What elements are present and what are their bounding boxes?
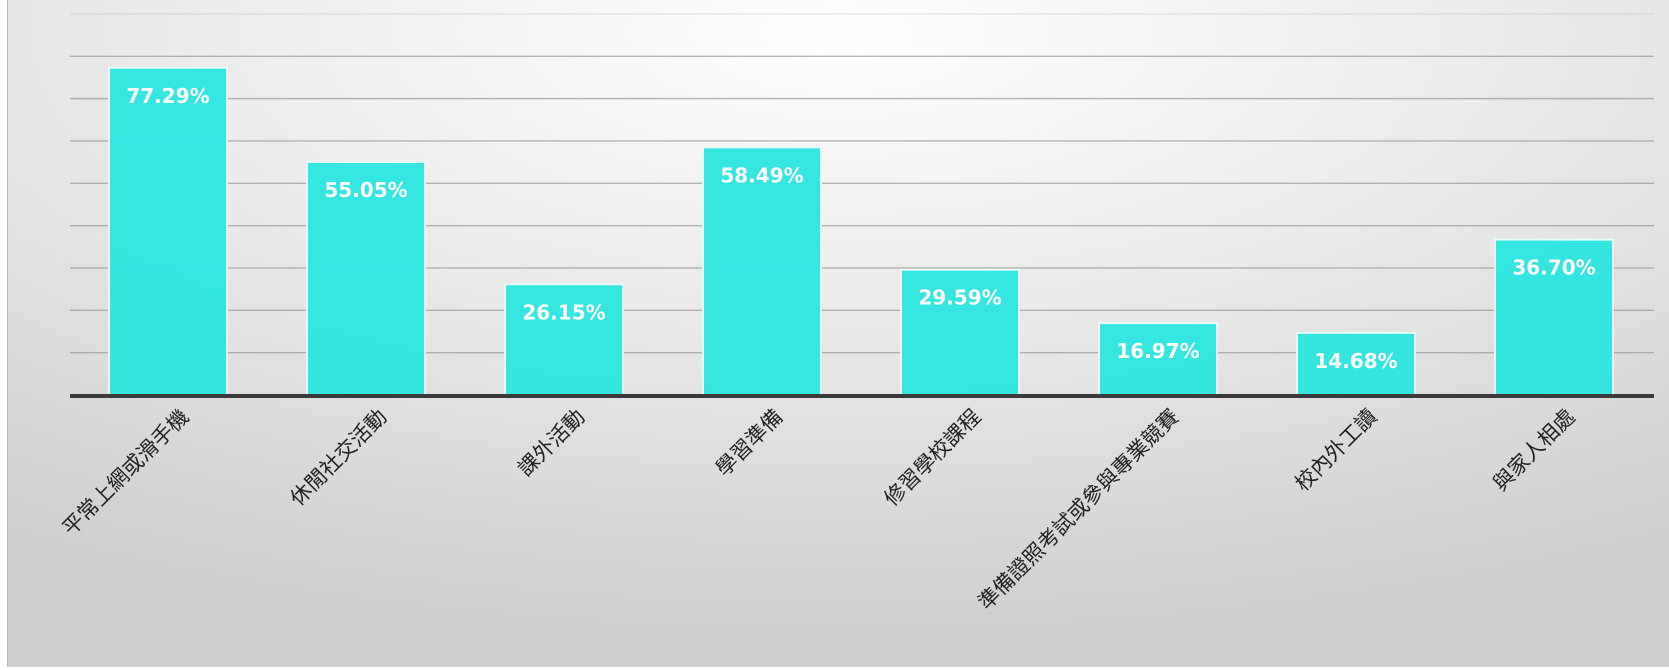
bar-value-label: 14.68% (1314, 349, 1397, 373)
bar (702, 146, 822, 396)
bar-value-label: 26.15% (522, 300, 605, 324)
bar-value-label: 77.29% (126, 84, 209, 108)
bar-value-label: 29.59% (918, 286, 1001, 310)
chart-background (7, 0, 1669, 667)
bar-value-label: 58.49% (720, 163, 803, 187)
bar (900, 268, 1020, 396)
value-labels-group: 77.29% 55.05% 26.15% 58.49% 29.59% 16.97% 14.6… (126, 84, 1595, 373)
bar-value-label: 36.70% (1512, 256, 1595, 280)
bar (108, 66, 228, 396)
bar (1296, 331, 1416, 396)
bar (306, 160, 426, 396)
bar (1494, 238, 1614, 396)
bar-value-label: 55.05% (324, 178, 407, 202)
bar-value-label: 16.97% (1116, 339, 1199, 363)
bar (1098, 322, 1218, 396)
